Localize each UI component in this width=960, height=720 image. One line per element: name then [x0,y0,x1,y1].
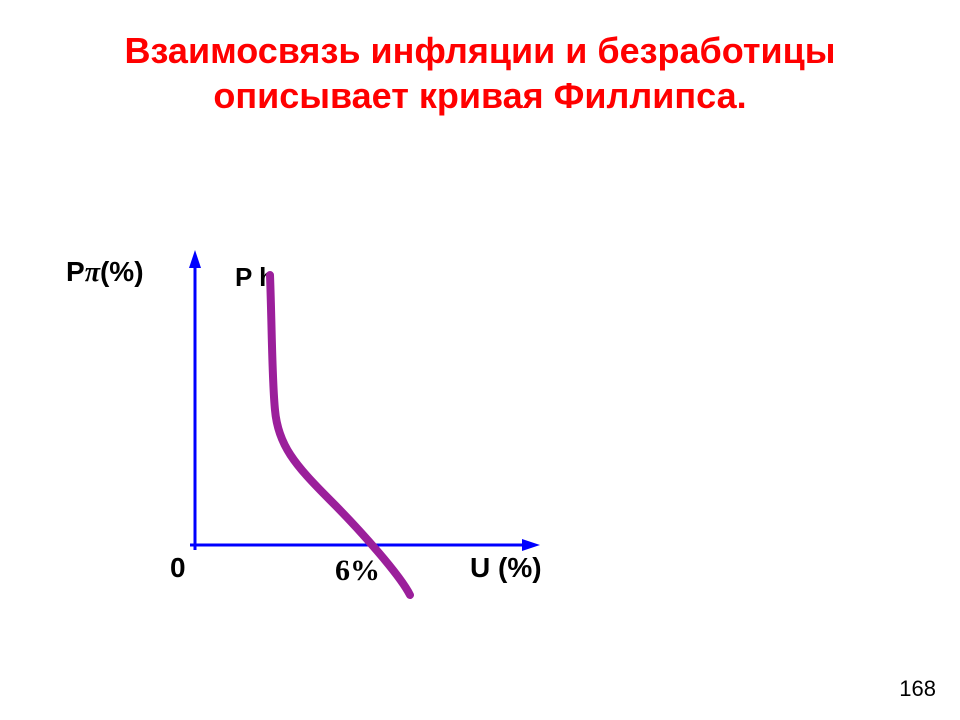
slide: Взаимосвязь инфляции и безработицы описы… [0,0,960,720]
title-line-2: описывает кривая Филлипса. [213,75,746,116]
x-tick-6-percent: 6% [335,554,380,588]
title-line-1: Взаимосвязь инфляции и безработицы [125,30,836,71]
x-axis-label: U (%) [470,552,542,584]
phillips-curve-chart: Pπ(%) P h 0 6% U (%) [100,250,660,630]
y-axis-label-prefix: P [66,256,85,287]
y-axis-arrow [189,250,201,268]
page-number: 168 [899,676,936,702]
origin-label: 0 [170,552,186,584]
y-axis-label-symbol: π [85,257,100,288]
slide-title: Взаимосвязь инфляции и безработицы описы… [0,28,960,118]
x-axis-arrow [522,539,540,551]
phillips-curve-path [270,275,410,595]
